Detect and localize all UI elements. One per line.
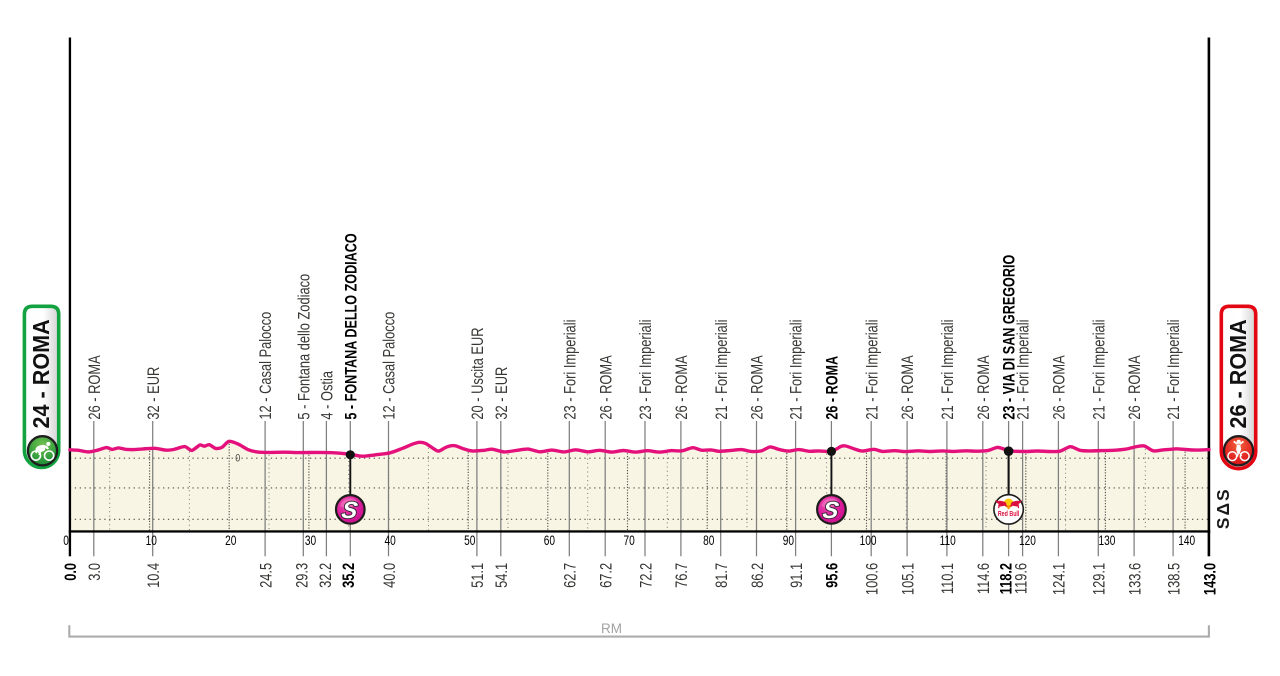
- svg-text:138.5: 138.5: [1166, 563, 1184, 595]
- svg-text:72.2: 72.2: [638, 563, 656, 588]
- svg-text:54.1: 54.1: [494, 563, 512, 588]
- svg-text:120: 120: [1019, 533, 1036, 549]
- svg-text:114.6: 114.6: [976, 563, 994, 594]
- svg-text:100: 100: [860, 533, 877, 549]
- svg-text:20 - Uscita EUR: 20 - Uscita EUR: [470, 327, 488, 419]
- svg-text:21 - Fori Imperiali: 21 - Fori Imperiali: [788, 320, 806, 420]
- svg-text:40.0: 40.0: [381, 563, 399, 588]
- svg-text:21 - Fori Imperiali: 21 - Fori Imperiali: [713, 320, 731, 420]
- svg-text:105.1: 105.1: [900, 563, 918, 595]
- svg-text:24 - ROMA: 24 - ROMA: [28, 319, 54, 428]
- svg-text:95.6: 95.6: [824, 563, 842, 588]
- svg-text:110: 110: [940, 533, 956, 549]
- svg-text:24.5: 24.5: [258, 563, 276, 588]
- svg-text:62.7: 62.7: [562, 563, 580, 588]
- svg-text:5 - Fontana dello Zodiaco: 5 - Fontana dello Zodiaco: [296, 274, 314, 420]
- svg-text:S: S: [821, 498, 841, 524]
- svg-text:81.7: 81.7: [714, 563, 732, 588]
- svg-text:129.1: 129.1: [1091, 563, 1109, 595]
- svg-text:23 - Fori Imperiali: 23 - Fori Imperiali: [638, 320, 656, 420]
- svg-text:91.1: 91.1: [789, 563, 807, 588]
- svg-text:76.7: 76.7: [674, 563, 692, 588]
- svg-text:21 - Fori Imperiali: 21 - Fori Imperiali: [1015, 320, 1033, 420]
- svg-text:40: 40: [384, 533, 396, 549]
- svg-text:20: 20: [225, 533, 237, 549]
- svg-text:26 - ROMA: 26 - ROMA: [900, 355, 918, 419]
- svg-text:12 - Casal Palocco: 12 - Casal Palocco: [258, 312, 276, 420]
- svg-text:100.6: 100.6: [864, 563, 882, 595]
- svg-text:26 - ROMA: 26 - ROMA: [87, 355, 105, 419]
- svg-text:10: 10: [146, 533, 158, 549]
- svg-text:26 - ROMA: 26 - ROMA: [674, 355, 692, 419]
- svg-text:143.0: 143.0: [1202, 563, 1220, 595]
- svg-text:21 - Fori Imperiali: 21 - Fori Imperiali: [1166, 320, 1184, 420]
- svg-text:21 - Fori Imperiali: 21 - Fori Imperiali: [1091, 320, 1109, 420]
- svg-text:119.6: 119.6: [1013, 563, 1031, 594]
- svg-text:118.2: 118.2: [998, 563, 1016, 594]
- svg-text:60: 60: [544, 533, 556, 549]
- svg-text:5 - FONTANA DELLO ZODIACO: 5 - FONTANA DELLO ZODIACO: [343, 233, 361, 419]
- svg-text:0: 0: [63, 533, 69, 549]
- svg-text:26 - ROMA: 26 - ROMA: [976, 355, 994, 419]
- svg-text:21 - Fori Imperiali: 21 - Fori Imperiali: [940, 320, 958, 420]
- svg-text:29.3: 29.3: [294, 563, 312, 588]
- svg-text:12 - Casal Palocco: 12 - Casal Palocco: [381, 312, 399, 420]
- svg-text:80: 80: [703, 533, 715, 549]
- svg-text:10.4: 10.4: [146, 563, 164, 588]
- svg-text:26 - ROMA: 26 - ROMA: [1225, 319, 1251, 428]
- svg-text:3.0: 3.0: [87, 563, 105, 581]
- svg-text:86.2: 86.2: [749, 563, 767, 588]
- svg-text:26 - ROMA: 26 - ROMA: [1051, 355, 1069, 419]
- svg-text:26 - ROMA: 26 - ROMA: [749, 355, 767, 419]
- svg-text:S: S: [340, 498, 360, 524]
- svg-text:130: 130: [1099, 533, 1116, 549]
- svg-text:32.2: 32.2: [318, 563, 336, 588]
- svg-text:32 - EUR: 32 - EUR: [494, 367, 512, 420]
- svg-text:110.1: 110.1: [940, 563, 958, 594]
- svg-text:26 - ROMA: 26 - ROMA: [824, 356, 842, 420]
- svg-text:140: 140: [1178, 533, 1195, 549]
- svg-text:70: 70: [623, 533, 635, 549]
- svg-text:50: 50: [464, 533, 476, 549]
- svg-text:SΔS: SΔS: [1213, 487, 1233, 529]
- svg-text:133.6: 133.6: [1127, 563, 1145, 595]
- svg-text:51.1: 51.1: [470, 563, 488, 588]
- svg-text:26 - ROMA: 26 - ROMA: [1127, 355, 1145, 419]
- svg-text:RM: RM: [601, 621, 622, 636]
- svg-text:67.2: 67.2: [598, 563, 616, 588]
- svg-text:21 - Fori Imperiali: 21 - Fori Imperiali: [864, 320, 882, 420]
- svg-text:32 - EUR: 32 - EUR: [145, 367, 163, 420]
- svg-text:90: 90: [783, 533, 795, 549]
- svg-text:35.2: 35.2: [341, 563, 359, 588]
- svg-text:30: 30: [305, 533, 317, 549]
- svg-text:124.1: 124.1: [1051, 563, 1069, 595]
- svg-text:4 - Ostia: 4 - Ostia: [319, 370, 337, 419]
- svg-text:23 - Fori Imperiali: 23 - Fori Imperiali: [562, 320, 580, 420]
- svg-text:26 - ROMA: 26 - ROMA: [598, 355, 616, 419]
- svg-text:0.0: 0.0: [63, 563, 81, 581]
- svg-text:0: 0: [235, 453, 240, 465]
- svg-text:23 - VIA DI SAN GREGORIO: 23 - VIA DI SAN GREGORIO: [1001, 255, 1019, 420]
- svg-text:Red Bull: Red Bull: [998, 510, 1020, 518]
